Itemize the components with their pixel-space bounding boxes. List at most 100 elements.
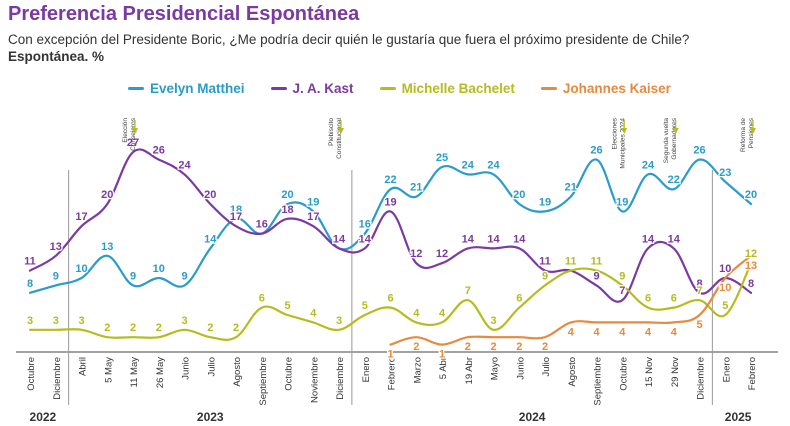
data-label-evelyn-matthei: 26 — [693, 145, 705, 157]
data-label-johannes-kaiser: 1 — [439, 349, 445, 361]
data-label-j-a-kast: 14 — [359, 233, 372, 245]
x-tick-label: Agosto — [232, 357, 243, 387]
data-label-michelle-bachelet: 9 — [619, 270, 625, 282]
legend-swatch-bachelet — [379, 87, 396, 90]
data-label-evelyn-matthei: 9 — [181, 270, 187, 282]
data-label-j-a-kast: 11 — [565, 256, 577, 268]
data-label-evelyn-matthei: 19 — [539, 196, 551, 208]
event-annotation-text: Elección — [122, 118, 129, 143]
data-label-michelle-bachelet: 7 — [465, 285, 471, 297]
chart-subtitle: Con excepción del Presidente Boric, ¿Me … — [8, 32, 690, 47]
x-tick-label: Abril — [78, 357, 89, 376]
data-label-johannes-kaiser: 2 — [542, 341, 548, 353]
data-label-evelyn-matthei: 14 — [333, 233, 346, 245]
data-label-j-a-kast: 27 — [127, 137, 139, 149]
data-label-michelle-bachelet: 3 — [181, 315, 187, 327]
event-annotation-text: Plebiscito — [328, 118, 335, 146]
data-label-michelle-bachelet: 3 — [336, 315, 342, 327]
data-label-michelle-bachelet: 4 — [413, 307, 420, 319]
data-label-evelyn-matthei: 23 — [719, 167, 731, 179]
chart-title: Preferencia Presidencial Espontánea — [8, 3, 360, 25]
data-label-michelle-bachelet: 12 — [745, 248, 757, 260]
legend-swatch-matthei — [128, 87, 144, 90]
legend-label-kaiser: Johannes Kaiser — [562, 81, 671, 96]
x-tick-label: 5 Abr — [438, 357, 449, 379]
x-tick-label: Noviembre — [309, 357, 320, 403]
data-label-johannes-kaiser: 4 — [568, 326, 575, 338]
x-tick-label: Septiembre — [258, 357, 269, 406]
data-label-michelle-bachelet: 11 — [565, 256, 577, 268]
chart-unit: Espontánea. % — [8, 49, 105, 64]
data-label-evelyn-matthei: 10 — [75, 263, 87, 275]
data-label-johannes-kaiser: 1 — [387, 349, 393, 361]
data-label-michelle-bachelet: 3 — [27, 315, 33, 327]
data-label-michelle-bachelet: 9 — [542, 270, 548, 282]
data-label-evelyn-matthei: 16 — [256, 219, 268, 231]
data-label-j-a-kast: 8 — [696, 278, 702, 290]
data-label-evelyn-matthei: 22 — [384, 174, 396, 186]
year-label: 2022 — [30, 410, 57, 424]
x-tick-label: Octubre — [26, 357, 37, 391]
data-label-j-a-kast: 11 — [539, 256, 551, 268]
event-annotation-arrow — [132, 128, 138, 134]
legend-label-kast: J. A. Kast — [292, 81, 354, 96]
data-label-j-a-kast: 17 — [75, 211, 87, 223]
data-label-j-a-kast: 17 — [307, 211, 319, 223]
data-label-michelle-bachelet: 6 — [387, 293, 393, 305]
data-label-michelle-bachelet: 5 — [284, 300, 290, 312]
data-label-evelyn-matthei: 22 — [668, 174, 680, 186]
x-tick-label: 19 Abr — [464, 357, 475, 384]
x-tick-label: Julio — [541, 357, 552, 377]
data-label-j-a-kast: 18 — [281, 204, 293, 216]
data-label-michelle-bachelet: 6 — [645, 293, 651, 305]
series-line-michelle-bachelet — [28, 262, 753, 341]
data-label-johannes-kaiser: 13 — [745, 260, 757, 272]
data-label-johannes-kaiser: 5 — [696, 319, 702, 331]
data-label-evelyn-matthei: 8 — [27, 278, 33, 290]
data-label-michelle-bachelet: 4 — [439, 307, 446, 319]
x-tick-label: Febrero — [387, 357, 398, 390]
x-tick-label: Enero — [361, 357, 372, 382]
data-label-j-a-kast: 14 — [642, 233, 655, 245]
data-label-j-a-kast: 19 — [384, 196, 396, 208]
data-label-evelyn-matthei: 10 — [153, 263, 165, 275]
legend-item-kaiser: Johannes Kaiser — [540, 81, 671, 96]
series-line-evelyn-matthei — [28, 158, 753, 294]
data-label-evelyn-matthei: 20 — [281, 189, 293, 201]
data-label-johannes-kaiser: 4 — [619, 326, 626, 338]
event-annotation-text: Reforma de — [740, 118, 747, 152]
data-label-michelle-bachelet: 5 — [722, 300, 728, 312]
event-annotation-arrow — [338, 128, 344, 134]
legend-label-matthei: Evelyn Matthei — [150, 81, 245, 96]
data-label-johannes-kaiser: 2 — [516, 341, 522, 353]
data-label-evelyn-matthei: 14 — [204, 233, 217, 245]
data-label-evelyn-matthei: 19 — [616, 196, 628, 208]
data-label-evelyn-matthei: 16 — [359, 219, 371, 231]
data-label-johannes-kaiser: 4 — [671, 326, 678, 338]
data-label-j-a-kast: 8 — [748, 278, 754, 290]
data-label-evelyn-matthei: 9 — [130, 270, 136, 282]
data-label-evelyn-matthei: 13 — [101, 241, 113, 253]
event-annotation-arrow — [750, 128, 756, 134]
data-label-evelyn-matthei: 21 — [565, 182, 577, 194]
year-label: 2024 — [519, 410, 546, 424]
data-label-michelle-bachelet: 3 — [53, 315, 59, 327]
event-annotation-text: Segunda vuelta — [663, 118, 670, 164]
x-tick-label: Julio — [206, 357, 217, 377]
data-label-j-a-kast: 7 — [619, 285, 625, 297]
data-label-johannes-kaiser: 2 — [413, 341, 419, 353]
data-label-michelle-bachelet: 2 — [233, 322, 239, 334]
data-label-johannes-kaiser: 10 — [719, 282, 731, 294]
data-label-michelle-bachelet: 2 — [207, 322, 213, 334]
legend-label-bachelet: Michelle Bachelet — [401, 81, 515, 96]
event-annotation-text: Constitucional — [336, 117, 343, 158]
data-label-evelyn-matthei: 24 — [462, 159, 475, 171]
event-annotation-arrow — [621, 128, 628, 134]
x-tick-label: Enero — [721, 357, 732, 382]
data-label-johannes-kaiser: 4 — [593, 326, 600, 338]
data-label-j-a-kast: 16 — [256, 219, 268, 231]
data-label-j-a-kast: 26 — [153, 145, 165, 157]
x-tick-label: Diciembre — [52, 357, 63, 400]
data-label-michelle-bachelet: 11 — [591, 256, 603, 268]
data-label-michelle-bachelet: 6 — [259, 293, 265, 305]
